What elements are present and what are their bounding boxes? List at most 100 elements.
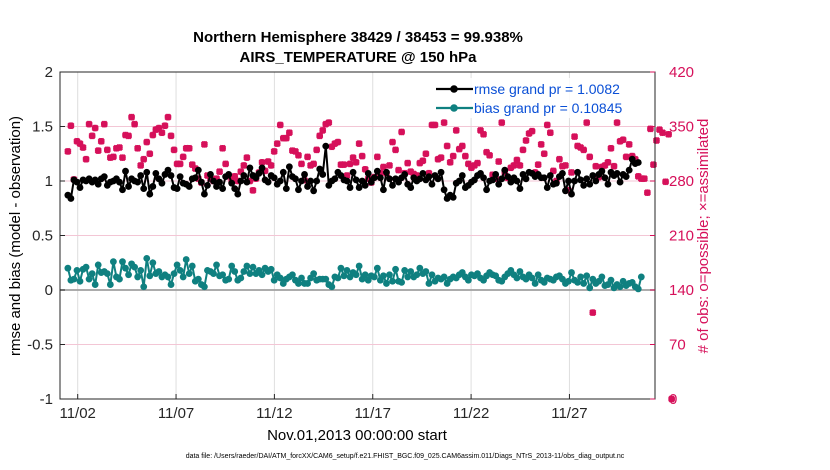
rmse-point <box>197 178 205 186</box>
bias-point <box>343 266 351 274</box>
obs-marker <box>146 150 154 158</box>
obs-marker-d2 <box>373 153 381 161</box>
obs-marker <box>85 120 93 128</box>
obs-marker <box>604 158 612 166</box>
bias-point <box>70 275 78 283</box>
obs-marker-d2 <box>140 155 148 163</box>
bias-point <box>328 283 336 291</box>
obs-marker-d2 <box>379 163 387 171</box>
grid <box>60 71 655 400</box>
x-tick-label: 11/12 <box>256 405 292 422</box>
obs-marker <box>583 119 591 127</box>
obs-marker <box>222 160 230 168</box>
obs-marker-d2 <box>191 165 199 173</box>
bias-point <box>298 274 305 282</box>
obs-marker <box>340 161 348 169</box>
obs-marker-d2 <box>577 144 585 152</box>
bias-point <box>607 276 615 284</box>
rmse-point <box>355 184 363 191</box>
bias-point <box>64 264 72 272</box>
rmse-point <box>574 168 581 176</box>
bias-point <box>182 256 190 263</box>
obs-marker <box>240 161 248 169</box>
bias-point <box>170 270 178 278</box>
rmse-point <box>210 177 217 185</box>
bias-point <box>143 254 151 262</box>
rmse-point <box>258 164 266 172</box>
rmse-point <box>489 176 497 184</box>
obs-marker-d2 <box>440 119 448 127</box>
obs-marker-d2 <box>592 162 600 170</box>
obs-marker <box>510 161 518 169</box>
obs-marker-d2 <box>158 129 166 137</box>
rmse-point <box>246 164 254 172</box>
obs-marker-d2 <box>149 131 157 139</box>
obs-marker <box>389 138 397 146</box>
obs-marker-d2 <box>340 161 348 169</box>
x-tick-label: 11/07 <box>158 405 194 422</box>
legend-rmse-marker <box>450 85 458 93</box>
obs-marker-d2 <box>656 126 664 134</box>
obs-marker <box>473 159 481 167</box>
rmse-point <box>298 177 305 185</box>
obs-marker <box>592 162 600 170</box>
obs-marker-d2 <box>449 152 457 160</box>
rmse-point <box>376 174 384 182</box>
rmse-point <box>282 185 290 193</box>
rmse-point <box>625 166 633 174</box>
bias-point <box>164 273 172 281</box>
bias-point <box>82 263 90 271</box>
rmse-point <box>440 186 448 194</box>
rmse-point <box>546 172 554 179</box>
rmse-point <box>116 178 123 186</box>
obs-marker-d2 <box>431 121 439 129</box>
obs-marker-d2 <box>179 153 187 161</box>
obs-marker <box>643 189 651 197</box>
obs-marker <box>325 119 333 127</box>
bias-point <box>173 261 181 269</box>
obs-marker <box>522 137 530 145</box>
bias-point <box>531 280 539 287</box>
chart-title: Northern Hemisphere 38429 / 38453 = 99.9… <box>193 29 523 46</box>
rmse-point <box>225 171 233 178</box>
obs-marker-d2 <box>452 126 460 134</box>
rmse-point <box>310 187 318 195</box>
rmse-point <box>343 177 351 185</box>
bias-point <box>103 270 111 278</box>
obs-marker <box>88 132 96 140</box>
bias-point <box>568 269 575 276</box>
obs-marker-d2 <box>155 124 163 132</box>
bias-point <box>85 275 93 283</box>
bias-point <box>73 266 81 274</box>
x-tick-label: 11/02 <box>59 405 95 422</box>
obs-marker <box>625 140 633 148</box>
rmse-point <box>76 184 84 191</box>
obs-marker <box>652 137 660 145</box>
rmse-point <box>240 172 248 179</box>
obs-marker-d2 <box>294 151 302 159</box>
obs-marker <box>243 154 251 162</box>
bias-point <box>219 271 227 279</box>
obs-marker <box>516 161 524 169</box>
legend-bias-label: bias grand pr = 0.10845 <box>474 100 622 116</box>
obs-marker <box>310 160 318 168</box>
y-right-tick-label: 420 <box>669 64 694 81</box>
bias-point <box>176 266 184 274</box>
rmse-point <box>313 177 321 185</box>
obs-marker <box>294 151 302 159</box>
bias-point <box>404 273 412 281</box>
bias-point <box>416 264 424 272</box>
rmse-point <box>122 167 129 175</box>
bias-point <box>389 277 396 285</box>
obs-marker-d2 <box>495 158 503 166</box>
bias-point <box>134 273 142 281</box>
obs-marker <box>385 161 393 169</box>
obs-marker <box>373 153 381 161</box>
y-right-axis-label: # of obs: o=possible; ×=assimilated <box>695 119 712 354</box>
obs-marker-d2 <box>534 161 542 169</box>
obs-marker <box>137 161 145 169</box>
obs-marker-d2 <box>662 178 670 186</box>
rmse-point <box>158 179 166 187</box>
obs-marker <box>161 122 169 130</box>
bias-point <box>188 262 196 270</box>
